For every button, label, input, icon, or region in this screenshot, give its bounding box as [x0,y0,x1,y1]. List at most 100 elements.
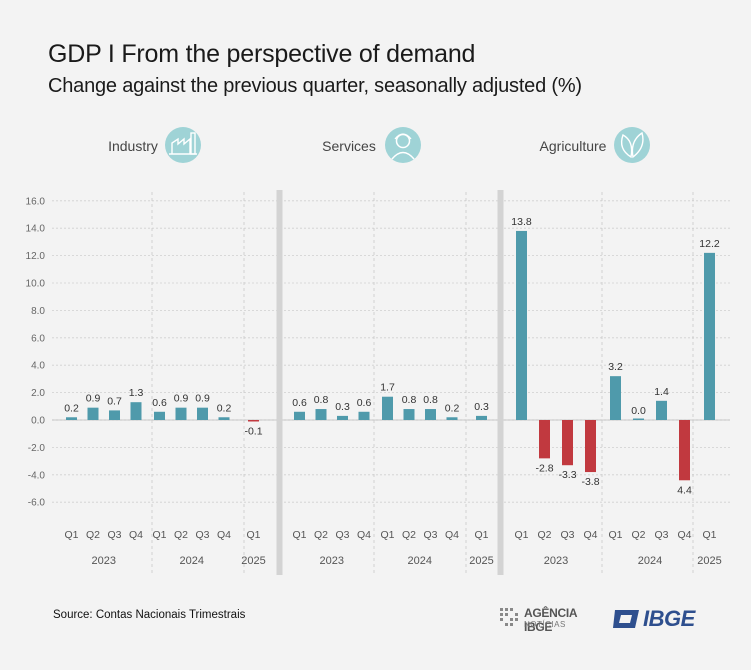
y-tick-label: 0.0 [31,416,45,427]
quarter-label: Q3 [560,529,574,541]
panel-separator [276,190,283,575]
year-label: 2025 [469,555,493,567]
data-label: -0.1 [244,426,262,438]
year-label: 2023 [92,555,116,567]
bar [656,400,667,420]
bar [197,407,208,420]
bar [585,420,596,473]
bar [679,420,690,481]
leaf-icon-right [631,131,644,159]
data-label: 0.3 [335,401,350,413]
data-label: -2.8 [535,462,553,474]
data-label: 0.6 [152,397,167,409]
bar [154,411,165,420]
y-tick-label: -6.0 [28,498,46,509]
bar [403,409,415,420]
year-label: 2024 [408,555,432,567]
data-label: 0.8 [423,394,438,406]
bar [337,415,348,420]
data-label: 0.9 [195,393,210,405]
data-label: 0.3 [474,401,489,413]
data-label: 0.2 [64,402,79,414]
bar [358,411,370,420]
bar [175,407,187,420]
bar [562,420,573,466]
quarter-label: Q1 [608,529,622,541]
quarter-label: Q1 [64,529,78,541]
year-label: 2025 [697,555,721,567]
data-label: 0.6 [357,397,372,409]
data-label: 12.2 [699,238,720,250]
quarter-label: Q2 [631,529,645,541]
data-label: 0.9 [86,393,101,405]
y-tick-label: 2.0 [31,388,45,399]
data-label: 0.7 [107,395,122,407]
chart-subtitle: Change against the previous quarter, sea… [48,75,582,97]
quarter-label: Q1 [514,529,528,541]
quarter-label: Q1 [702,529,716,541]
panel-separator [497,190,504,575]
chart-title: GDP I From the perspective of demand [48,40,476,68]
y-tick-label: 14.0 [26,224,46,235]
quarter-label: Q4 [583,529,597,541]
source-note: Source: Contas Nacionais Trimestrais [53,609,246,621]
data-label: 0.0 [631,405,646,417]
quarter-label: Q1 [292,529,306,541]
quarter-label: Q4 [445,529,459,541]
quarter-label: Q1 [246,529,260,541]
quarter-label: Q2 [86,529,100,541]
bar [704,252,715,420]
sector-label: Agriculture [540,138,607,154]
bar [539,420,550,459]
data-label: -3.3 [558,469,576,481]
bar [218,417,230,420]
y-tick-label: -4.0 [28,470,46,481]
bar [425,409,436,420]
data-label: 3.2 [608,361,623,373]
quarter-label: Q3 [654,529,668,541]
ibge-logo: IBGE [613,606,709,632]
quarter-label: Q1 [152,529,166,541]
bar [294,411,305,420]
year-label: 2024 [180,555,204,567]
quarter-label: Q4 [357,529,371,541]
bar [446,417,458,420]
quarter-label: Q3 [195,529,209,541]
quarter-label: Q2 [537,529,551,541]
quarter-label: Q2 [402,529,416,541]
data-label: 0.2 [445,402,460,414]
agencia-line1: AGÊNCIA IBGE [524,606,577,634]
data-label: 0.9 [174,393,189,405]
y-tick-label: 16.0 [26,196,46,207]
agencia-ibge-logo: AGÊNCIA IBGE NOTÍCIAS [498,605,598,634]
data-label: 0.8 [314,394,329,406]
bar [66,417,77,420]
data-label: 13.8 [511,216,532,228]
y-tick-label: 12.0 [26,251,46,262]
bar [248,420,259,422]
quarter-label: Q4 [677,529,691,541]
quarter-label: Q3 [335,529,349,541]
quarter-label: Q4 [129,529,143,541]
data-label: 1.3 [129,387,144,399]
quarter-label: Q2 [314,529,328,541]
person-icon [385,127,421,163]
bar [87,407,99,420]
bar [315,409,327,420]
leaf-icon-left [620,133,633,159]
bar [633,418,644,420]
sector-label: Services [322,138,376,154]
year-label: 2025 [241,555,265,567]
y-tick-label: 4.0 [31,361,45,372]
bar [382,396,393,420]
data-label: 4.4 [677,484,692,496]
bar [130,402,142,420]
quarter-label: Q3 [107,529,121,541]
quarter-label: Q4 [217,529,231,541]
quarter-label: Q1 [474,529,488,541]
quarter-label: Q2 [174,529,188,541]
leaf-icon [614,127,650,163]
year-label: 2024 [638,555,662,567]
year-label: 2023 [320,555,344,567]
y-tick-label: 8.0 [31,306,45,317]
